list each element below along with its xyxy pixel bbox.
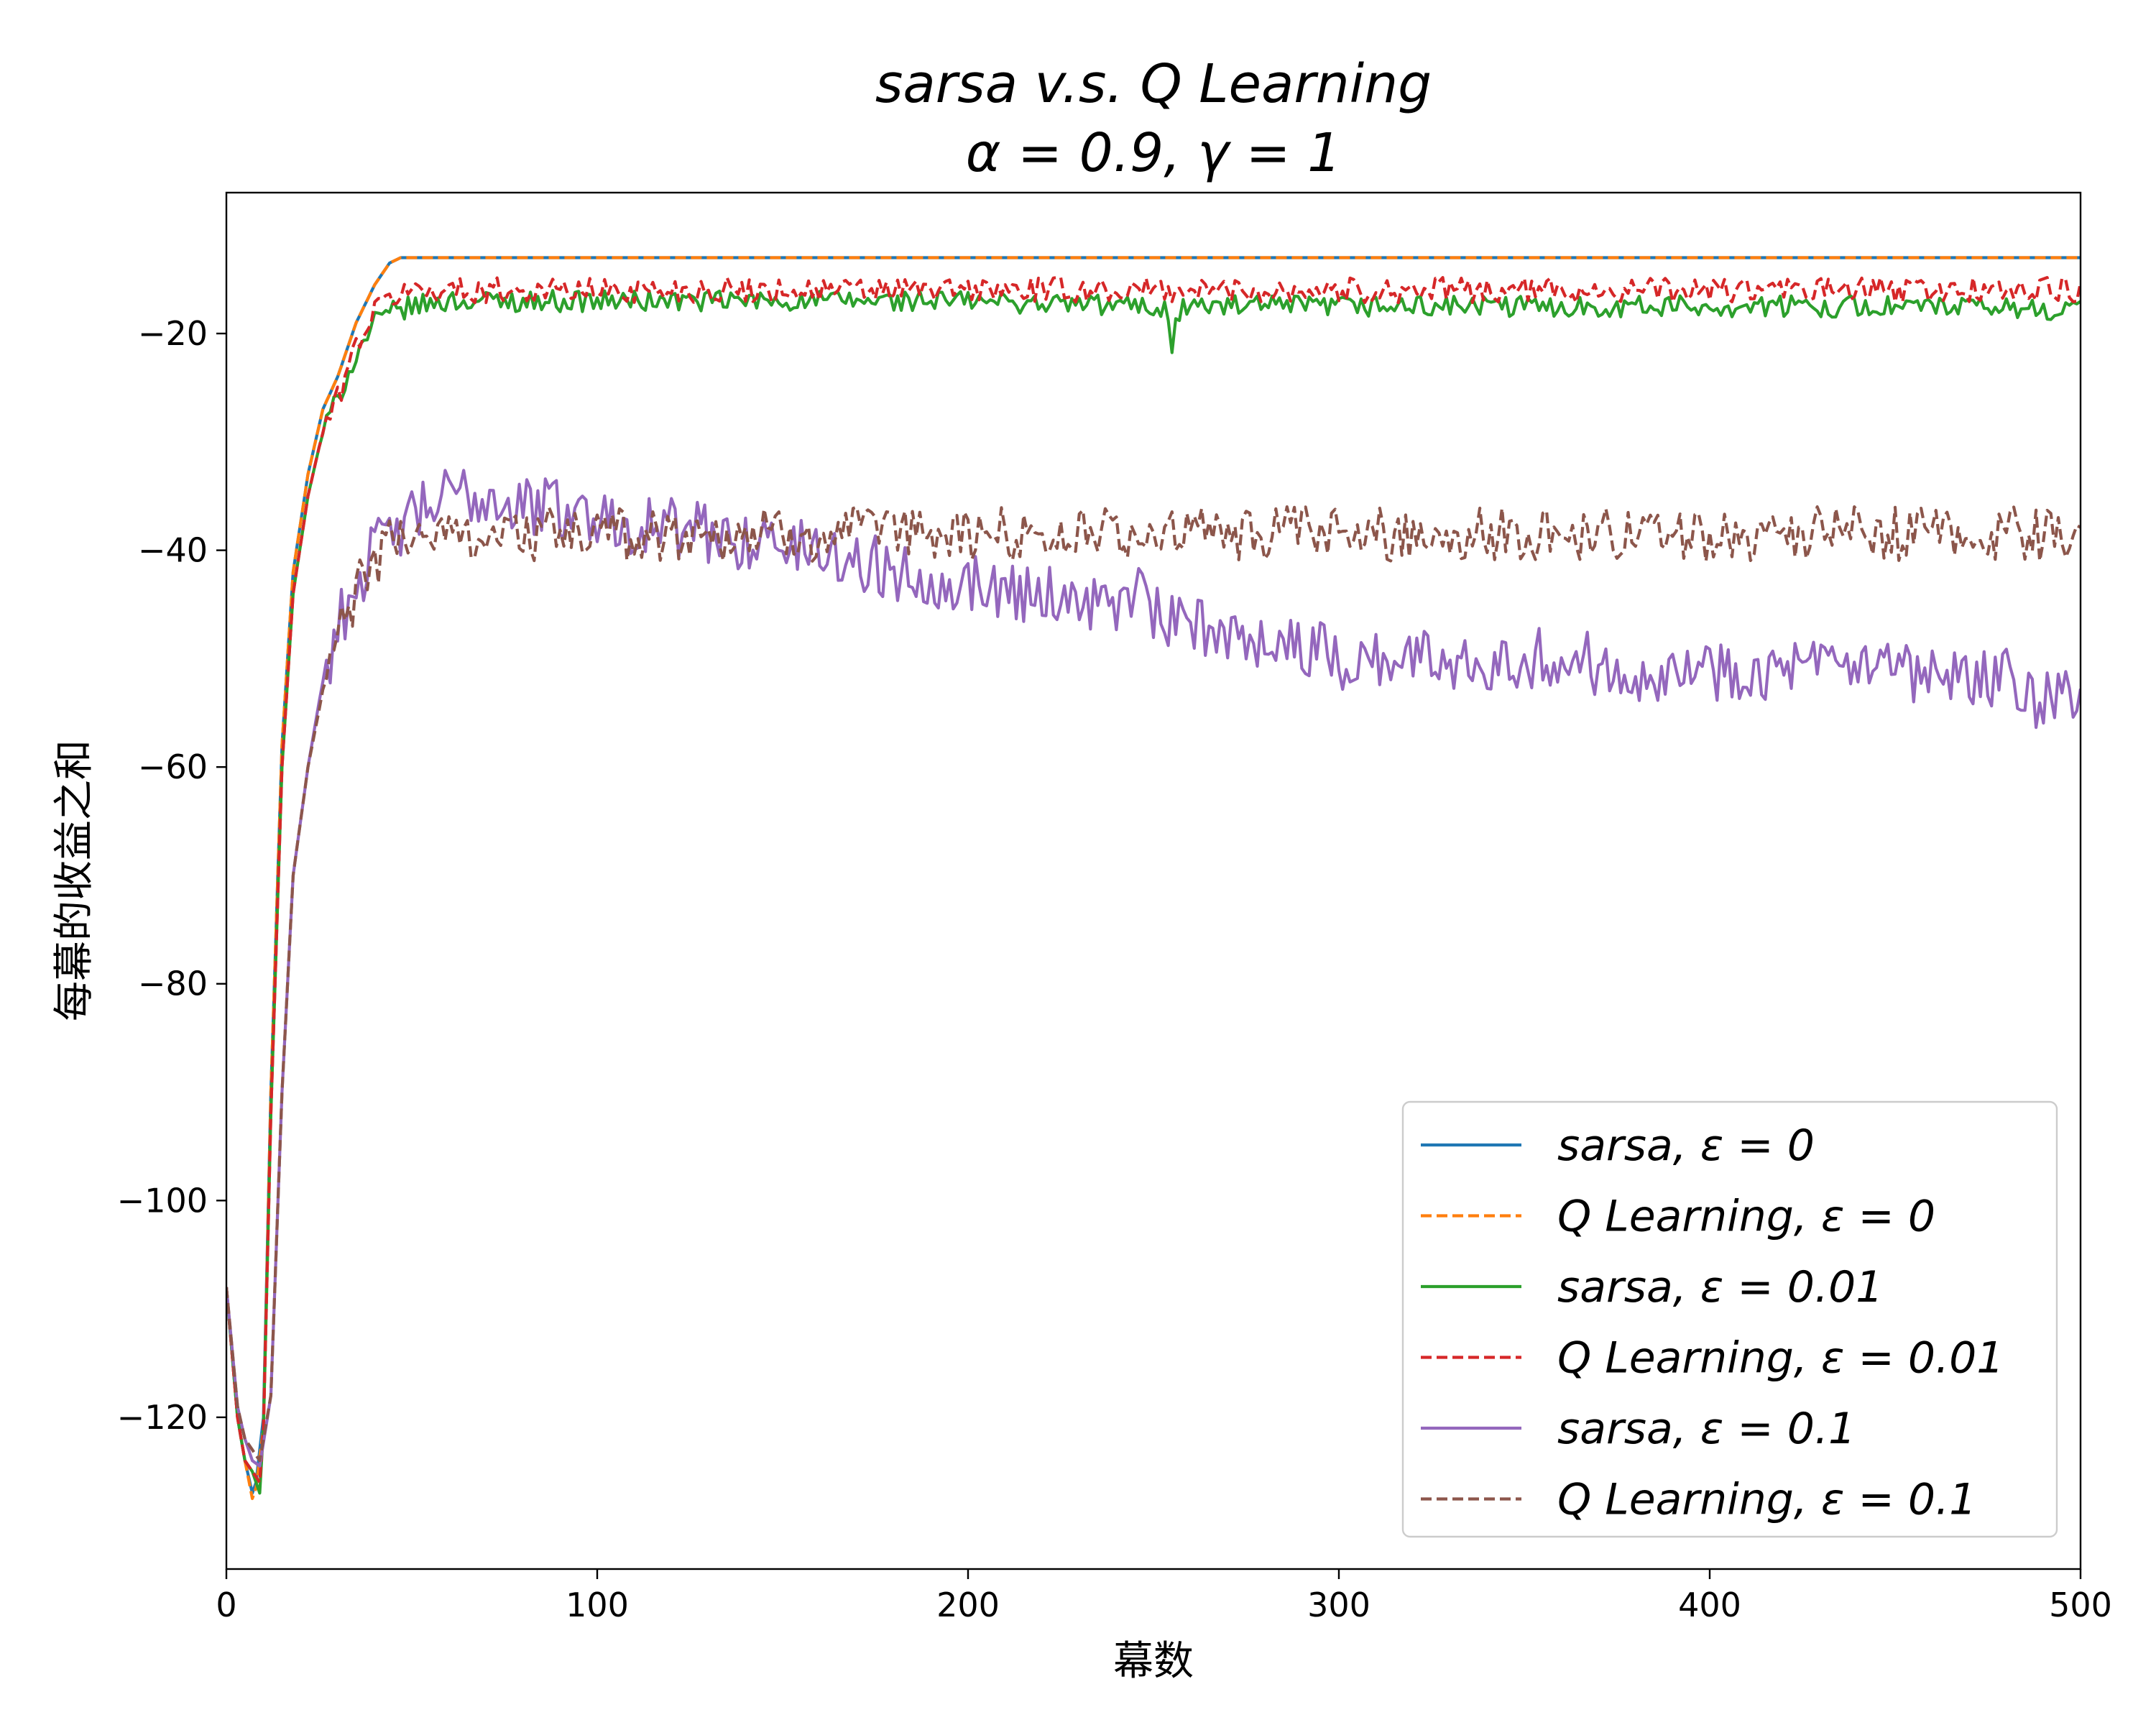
y-tick-label: −40 [138, 531, 208, 570]
legend-label: sarsa, ε = 0.1 [1557, 1404, 1856, 1454]
x-tick-label: 0 [216, 1586, 236, 1624]
legend-label: sarsa, ε = 0 [1557, 1121, 1815, 1171]
x-tick-label: 200 [936, 1586, 1000, 1624]
legend-label: Q Learning, ε = 0.1 [1557, 1475, 1976, 1525]
y-tick-label: −60 [138, 748, 208, 786]
y-tick-label: −100 [117, 1181, 208, 1220]
axes: 0 100 200 300 400 500 −120 −100 −80 −60 −40 −20 [117, 191, 2112, 1624]
plot-lines [226, 256, 2081, 1501]
series-line-5 [226, 505, 2081, 1463]
chart-subtitle: α = 0.9, γ = 1 [966, 122, 1341, 184]
series-line-2 [226, 289, 2081, 1495]
x-tick-label: 500 [2049, 1586, 2112, 1624]
chart-title: sarsa v.s. Q Learning [875, 53, 1432, 115]
legend-box [1401, 1100, 2058, 1538]
series-line-4 [226, 469, 2081, 1468]
legend-label: sarsa, ε = 0.01 [1557, 1262, 1883, 1312]
series-line-3 [226, 276, 2081, 1484]
x-tick-label: 100 [566, 1586, 629, 1624]
y-tick-label: −80 [138, 965, 208, 1003]
x-axis-label: 幕数 [1113, 1638, 1194, 1685]
x-tick-label: 300 [1307, 1586, 1370, 1624]
x-tick-label: 400 [1678, 1586, 1741, 1624]
series-line-1 [226, 256, 2081, 1501]
y-tick-label: −20 [138, 314, 208, 353]
legend-label: Q Learning, ε = 0.01 [1557, 1333, 2004, 1384]
y-axis-label: 每幕的收益之和 [51, 740, 98, 1021]
y-tick-label: −120 [117, 1398, 208, 1437]
legend-label: Q Learning, ε = 0 [1557, 1192, 1935, 1242]
legend: sarsa, ε = 0 Q Learning, ε = 0 sarsa, ε = … [1401, 1100, 2058, 1538]
plot-frame [225, 191, 2082, 1570]
